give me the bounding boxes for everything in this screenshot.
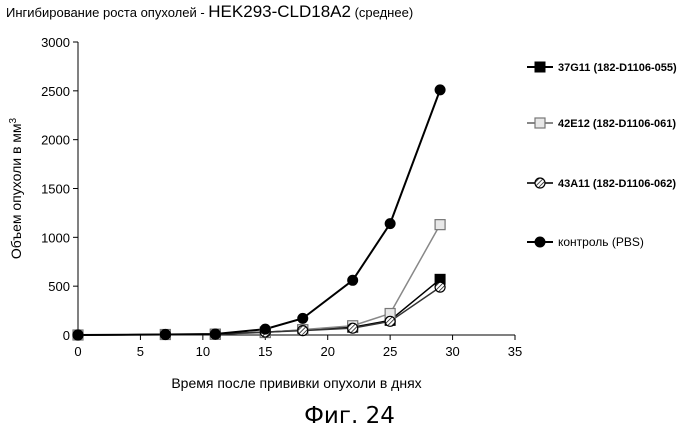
series-markers <box>73 85 445 340</box>
x-tick-label: 30 <box>445 344 459 359</box>
data-point <box>385 316 395 326</box>
legend-label: 37G11 (182-D1106-055) <box>558 62 677 74</box>
y-tick-label: 1000 <box>41 230 70 245</box>
data-point <box>435 220 445 230</box>
data-point <box>260 324 270 334</box>
legend-marker <box>535 178 545 188</box>
x-tick-label: 15 <box>258 344 272 359</box>
line-chart: 0 500 1000 1500 2000 2500 3000 0 5 10 15 20 25 30 35 Вр… <box>0 0 699 400</box>
y-axis-label: Объем опухоли в мм3 <box>8 117 25 259</box>
legend-marker <box>535 237 545 247</box>
legend: 37G11 (182-D1106-055) 42E12 (182-D1106-06… <box>527 62 677 249</box>
data-point <box>210 329 220 339</box>
data-point <box>435 282 445 292</box>
x-tick-label: 20 <box>320 344 334 359</box>
x-axis-label: Время после прививки опухоли в днях <box>171 375 421 391</box>
legend-label: 42E12 (182-D1106-061) <box>558 118 676 130</box>
y-tick-label: 2500 <box>41 84 70 99</box>
y-tick-label: 3000 <box>41 35 70 50</box>
data-point <box>298 326 308 336</box>
data-point <box>348 323 358 333</box>
series-lines <box>78 90 440 335</box>
legend-marker <box>535 118 545 128</box>
data-point <box>348 275 358 285</box>
y-tick-label: 0 <box>63 328 70 343</box>
x-tick-label: 0 <box>74 344 81 359</box>
figure-caption: Фиг. 24 <box>0 403 699 429</box>
x-tick-label: 5 <box>137 344 144 359</box>
legend-label: 43A11 (182-D1106-062) <box>558 178 676 190</box>
series-line <box>78 90 440 335</box>
x-tick-label: 35 <box>508 344 522 359</box>
data-point <box>160 330 170 340</box>
y-tick-label: 1500 <box>41 182 70 197</box>
legend-label: контроль (PBS) <box>558 235 644 249</box>
data-point <box>73 330 83 340</box>
legend-marker <box>535 62 545 72</box>
x-tick-label: 10 <box>196 344 210 359</box>
data-point <box>385 219 395 229</box>
data-point <box>298 313 308 323</box>
y-tick-label: 2000 <box>41 133 70 148</box>
y-tick-label: 500 <box>48 279 70 294</box>
series-line <box>78 279 440 335</box>
data-point <box>435 85 445 95</box>
x-tick-label: 25 <box>383 344 397 359</box>
